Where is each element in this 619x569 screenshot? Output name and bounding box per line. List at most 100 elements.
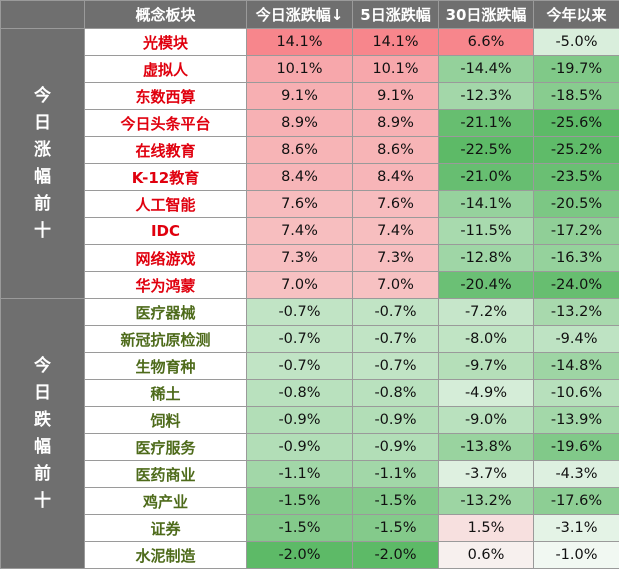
concept-name-cell[interactable]: 生物育种 [85, 353, 247, 380]
value-cell-d30: -14.1% [439, 191, 534, 218]
value-cell-today: -1.5% [247, 488, 353, 515]
value-cell-d30: -9.0% [439, 407, 534, 434]
value-cell-d5: -0.9% [353, 434, 439, 461]
value-cell-ytd: -17.6% [534, 488, 619, 515]
concept-name-cell[interactable]: 新冠抗原检测 [85, 326, 247, 353]
concept-name-cell[interactable]: 在线教育 [85, 137, 247, 164]
group-label-char: 今 [1, 353, 84, 380]
value-cell-ytd: -10.6% [534, 380, 619, 407]
group-label-char: 幅 [1, 164, 84, 191]
value-cell-d30: -12.8% [439, 245, 534, 272]
concept-name-cell[interactable]: IDC [85, 218, 247, 245]
value-cell-d5: -0.7% [353, 353, 439, 380]
value-cell-d30: -13.8% [439, 434, 534, 461]
header-today-change[interactable]: 今日涨跌幅↓ [247, 1, 353, 29]
value-cell-today: -0.7% [247, 299, 353, 326]
value-cell-today: 8.4% [247, 164, 353, 191]
value-cell-ytd: -1.0% [534, 542, 619, 569]
value-cell-today: 7.6% [247, 191, 353, 218]
value-cell-today: -0.9% [247, 434, 353, 461]
concept-name-cell[interactable]: 饲料 [85, 407, 247, 434]
concept-name-cell[interactable]: 医疗服务 [85, 434, 247, 461]
header-5d-change[interactable]: 5日涨跌幅 [353, 1, 439, 29]
table-row[interactable]: 医药商业-1.1%-1.1%-3.7%-4.3% [1, 461, 619, 488]
value-cell-d30: -7.2% [439, 299, 534, 326]
value-cell-d30: -12.3% [439, 83, 534, 110]
header-concept[interactable]: 概念板块 [85, 1, 247, 29]
table-row[interactable]: 鸡产业-1.5%-1.5%-13.2%-17.6% [1, 488, 619, 515]
value-cell-d30: -20.4% [439, 272, 534, 299]
value-cell-today: -0.8% [247, 380, 353, 407]
table-row[interactable]: 饲料-0.9%-0.9%-9.0%-13.9% [1, 407, 619, 434]
value-cell-today: 9.1% [247, 83, 353, 110]
concept-name-cell[interactable]: 医疗器械 [85, 299, 247, 326]
table-row[interactable]: 今日跌幅前十医疗器械-0.7%-0.7%-7.2%-13.2% [1, 299, 619, 326]
concept-name-cell[interactable]: 证券 [85, 515, 247, 542]
concept-name-cell[interactable]: 华为鸿蒙 [85, 272, 247, 299]
value-cell-d5: 8.6% [353, 137, 439, 164]
concept-name-cell[interactable]: 网络游戏 [85, 245, 247, 272]
concept-name-cell[interactable]: 人工智能 [85, 191, 247, 218]
table-row[interactable]: 稀土-0.8%-0.8%-4.9%-10.6% [1, 380, 619, 407]
value-cell-ytd: -3.1% [534, 515, 619, 542]
concept-name-cell[interactable]: K-12教育 [85, 164, 247, 191]
value-cell-d30: 0.6% [439, 542, 534, 569]
value-cell-today: -0.9% [247, 407, 353, 434]
header-30d-change[interactable]: 30日涨跌幅 [439, 1, 534, 29]
concept-name-cell[interactable]: 稀土 [85, 380, 247, 407]
value-cell-ytd: -25.2% [534, 137, 619, 164]
value-cell-ytd: -18.5% [534, 83, 619, 110]
value-cell-d5: 7.4% [353, 218, 439, 245]
group-label-char: 前 [1, 461, 84, 488]
value-cell-d30: -3.7% [439, 461, 534, 488]
group-label-char: 前 [1, 191, 84, 218]
value-cell-d30: -8.0% [439, 326, 534, 353]
group-label-top-losers: 今日跌幅前十 [1, 299, 85, 569]
value-cell-d5: 7.3% [353, 245, 439, 272]
concept-name-cell[interactable]: 今日头条平台 [85, 110, 247, 137]
value-cell-d5: 8.9% [353, 110, 439, 137]
value-cell-d5: 14.1% [353, 29, 439, 56]
header-row: 概念板块 今日涨跌幅↓ 5日涨跌幅 30日涨跌幅 今年以来 [1, 1, 619, 29]
group-label-char: 幅 [1, 434, 84, 461]
value-cell-today: 7.3% [247, 245, 353, 272]
concept-name-cell[interactable]: 水泥制造 [85, 542, 247, 569]
value-cell-d30: -14.4% [439, 56, 534, 83]
concept-name-cell[interactable]: 东数西算 [85, 83, 247, 110]
group-label-char: 日 [1, 110, 84, 137]
value-cell-d30: -4.9% [439, 380, 534, 407]
value-cell-ytd: -13.2% [534, 299, 619, 326]
concept-name-cell[interactable]: 光模块 [85, 29, 247, 56]
value-cell-d30: -9.7% [439, 353, 534, 380]
value-cell-d30: -11.5% [439, 218, 534, 245]
value-cell-ytd: -9.4% [534, 326, 619, 353]
table-row[interactable]: 新冠抗原检测-0.7%-0.7%-8.0%-9.4% [1, 326, 619, 353]
value-cell-d5: -1.5% [353, 488, 439, 515]
table-row[interactable]: 水泥制造-2.0%-2.0%0.6%-1.0% [1, 542, 619, 569]
concept-name-cell[interactable]: 医药商业 [85, 461, 247, 488]
concept-name-cell[interactable]: 鸡产业 [85, 488, 247, 515]
table-row[interactable]: 医疗服务-0.9%-0.9%-13.8%-19.6% [1, 434, 619, 461]
header-ytd-change[interactable]: 今年以来 [534, 1, 619, 29]
value-cell-today: 7.0% [247, 272, 353, 299]
concept-name-cell[interactable]: 虚拟人 [85, 56, 247, 83]
value-cell-today: 8.6% [247, 137, 353, 164]
group-label-char: 跌 [1, 407, 84, 434]
table-row[interactable]: 生物育种-0.7%-0.7%-9.7%-14.8% [1, 353, 619, 380]
value-cell-ytd: -24.0% [534, 272, 619, 299]
table-row[interactable]: 证券-1.5%-1.5%1.5%-3.1% [1, 515, 619, 542]
value-cell-d5: -1.5% [353, 515, 439, 542]
value-cell-ytd: -13.9% [534, 407, 619, 434]
